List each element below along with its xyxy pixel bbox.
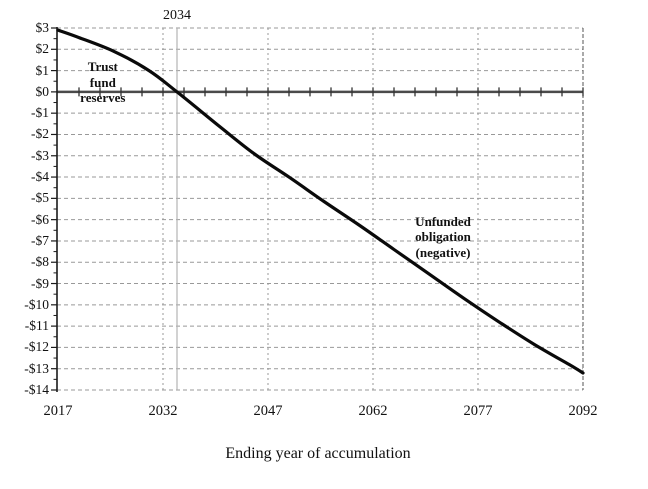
y-tick-label: -$10 [24, 296, 49, 312]
y-tick-label: -$11 [24, 318, 49, 334]
x-tick-label: 2092 [568, 403, 598, 419]
y-tick-label: -$6 [31, 211, 49, 227]
x-tick-label: 2017 [43, 403, 73, 419]
y-tick-label: -$2 [31, 126, 49, 142]
trust-fund-curve [56, 28, 585, 375]
y-tick-label: $1 [35, 62, 50, 78]
y-tick-label: -$3 [31, 147, 49, 163]
annotation-trust-fund-reserves: Trust fund reserves [80, 59, 126, 106]
y-tick-label: -$8 [31, 254, 49, 270]
y-tick-label: -$12 [24, 339, 49, 355]
y-tick-label: -$13 [24, 360, 49, 376]
x-tick-label: 2077 [463, 403, 493, 419]
y-tick-label: -$9 [31, 275, 49, 291]
x-tick-label: 2062 [358, 403, 388, 419]
y-tick-label: $2 [35, 41, 50, 57]
x-tick-label: 2032 [148, 403, 178, 419]
y-tick-label: -$14 [24, 382, 49, 397]
y-tick-label: $3 [35, 20, 50, 35]
annotation-unfunded-obligation: Unfunded obligation (negative) [415, 213, 471, 260]
y-tick-label: -$1 [31, 105, 49, 121]
y-tick-label: -$7 [31, 232, 49, 248]
y-tick-label: -$5 [31, 190, 49, 206]
y-tick-label: -$4 [31, 169, 49, 185]
y-tick-label: $0 [35, 83, 50, 99]
depletion-year-label: 2034 [163, 8, 191, 23]
x-axis-title: Ending year of accumulation [225, 445, 411, 462]
x-tick-label: 2047 [253, 403, 283, 419]
